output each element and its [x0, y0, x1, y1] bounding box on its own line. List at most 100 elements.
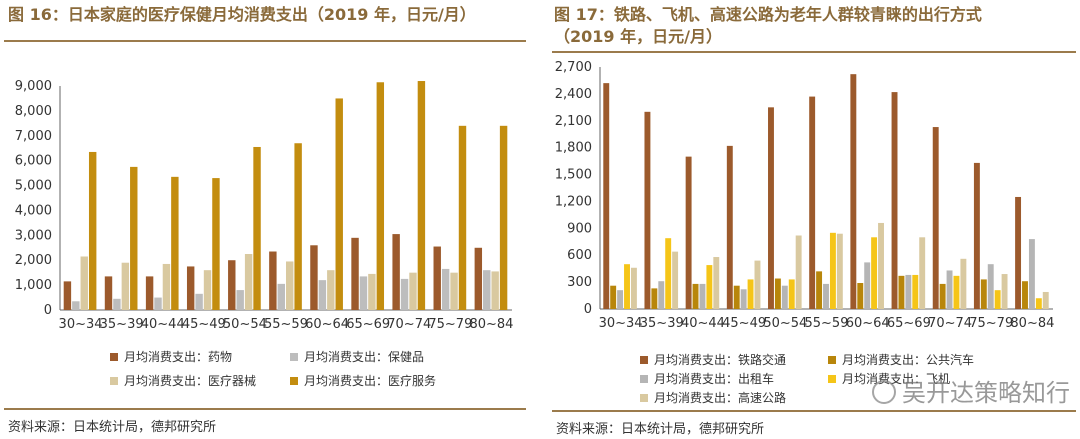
y-tick-label: 1,800 [555, 141, 592, 156]
x-tick-label: 70~74 [928, 316, 972, 331]
bar [603, 83, 610, 309]
bar [286, 261, 294, 310]
bar [145, 276, 154, 310]
source-rule [552, 410, 1076, 412]
x-tick-label: 55~59 [264, 317, 308, 332]
chart-title: 图 16：日本家庭的医疗保健月均消费支出（2019 年，日元/月） [8, 5, 476, 24]
bar [919, 237, 926, 309]
bar [376, 82, 385, 311]
bar [1001, 274, 1008, 309]
bar [651, 288, 658, 309]
x-tick-label: 30~34 [599, 316, 643, 331]
y-tick-label: 6,000 [15, 154, 52, 169]
bar [740, 289, 747, 309]
y-tick-label: 2,100 [555, 114, 592, 129]
y-tick-label: 1,200 [555, 194, 592, 209]
bar [433, 246, 441, 310]
bar [692, 283, 699, 309]
bar [610, 285, 617, 309]
bar [1028, 239, 1035, 309]
bar [774, 278, 781, 309]
legend-swatch [640, 394, 648, 402]
y-tick-label: 7,000 [15, 129, 52, 144]
bar [392, 234, 400, 310]
legend-label: 月均消费支出：医疗器械 [124, 374, 257, 388]
legend-label: 月均消费支出：保健品 [304, 350, 425, 364]
watermark: 吴开达策略知行 [872, 373, 1070, 408]
bar [850, 74, 857, 309]
legend-item: 月均消费支出：医疗器械 [110, 372, 256, 389]
bar [104, 276, 113, 310]
legend-item: 月均消费支出：铁路交通 [640, 351, 786, 368]
bar [726, 145, 733, 309]
bar [236, 290, 244, 310]
chart-title: 图 17：铁路、飞机、高速公路为老年人群较青睐的出行方式 （2019 年，日元/… [554, 4, 1074, 48]
bar [327, 270, 335, 310]
x-tick-label: 35~39 [640, 316, 684, 331]
x-tick-label: 80~84 [469, 317, 513, 332]
bar [857, 283, 864, 309]
legend-label: 月均消费支出：出租车 [654, 372, 775, 386]
bar [836, 233, 843, 309]
bar [212, 178, 220, 310]
bar [891, 92, 898, 309]
bar [823, 283, 829, 309]
y-tick-label: 0 [44, 303, 52, 318]
bar [733, 285, 740, 309]
legend-swatch [290, 353, 298, 361]
bar [905, 274, 912, 309]
legend-label: 月均消费支出：高速公路 [654, 391, 787, 405]
bar [130, 166, 138, 310]
chart-svg-medical: 0 1,000 2,000 3,000 4,000 5,000 6,000 7,000 8,00… [15, 79, 514, 332]
bar [987, 264, 994, 309]
y-tick-label: 600 [567, 248, 592, 263]
legend-item: 月均消费支出：保健品 [290, 348, 424, 365]
legend-label: 月均消费支出：药物 [124, 350, 233, 364]
bar [1042, 291, 1049, 309]
x-tick-label: 75~79 [969, 316, 1013, 331]
legend-label: 月均消费支出：公共汽车 [842, 353, 975, 367]
legend-label: 月均消费支出：铁路交通 [654, 353, 787, 367]
bar [816, 271, 823, 309]
x-tick-label: 65~69 [346, 317, 390, 332]
bar [80, 256, 88, 310]
bar [658, 281, 665, 309]
bar [809, 96, 816, 309]
title-rule [4, 40, 526, 42]
bar [1015, 196, 1022, 309]
bar [491, 271, 499, 310]
y-tick-label: 5,000 [15, 179, 52, 194]
x-tick-label: 45~49 [182, 317, 226, 332]
bar [768, 107, 774, 309]
bar [973, 162, 980, 309]
bar [253, 146, 261, 310]
x-tick-label: 80~84 [1010, 316, 1054, 331]
bar [450, 272, 458, 310]
legend-swatch [110, 353, 118, 361]
bar [458, 125, 467, 310]
y-tick-label: 9,000 [15, 79, 52, 94]
bar [795, 235, 802, 309]
y-tick-label: 3,000 [15, 228, 52, 243]
x-tick-label: 40~44 [681, 316, 725, 331]
bar [864, 262, 871, 309]
bar [898, 275, 905, 309]
x-tick-label: 50~54 [763, 316, 807, 331]
legend-swatch [640, 356, 648, 364]
bar [483, 270, 491, 310]
bar [994, 290, 1001, 309]
bar [713, 257, 720, 309]
bar [154, 297, 162, 310]
bar [1022, 281, 1028, 309]
chart-title-line-2: （2019 年，日元/月） [554, 27, 722, 46]
bar [960, 258, 967, 309]
legend-swatch [828, 356, 836, 364]
bar [871, 237, 878, 309]
legend-item: 月均消费支出：飞机 [828, 370, 950, 387]
bar [351, 237, 359, 310]
x-tick-label: 45~49 [722, 316, 766, 331]
bar [946, 270, 953, 309]
x-tick-label: 35~39 [100, 317, 144, 332]
bar [269, 251, 277, 310]
x-tick-label: 65~69 [887, 316, 931, 331]
